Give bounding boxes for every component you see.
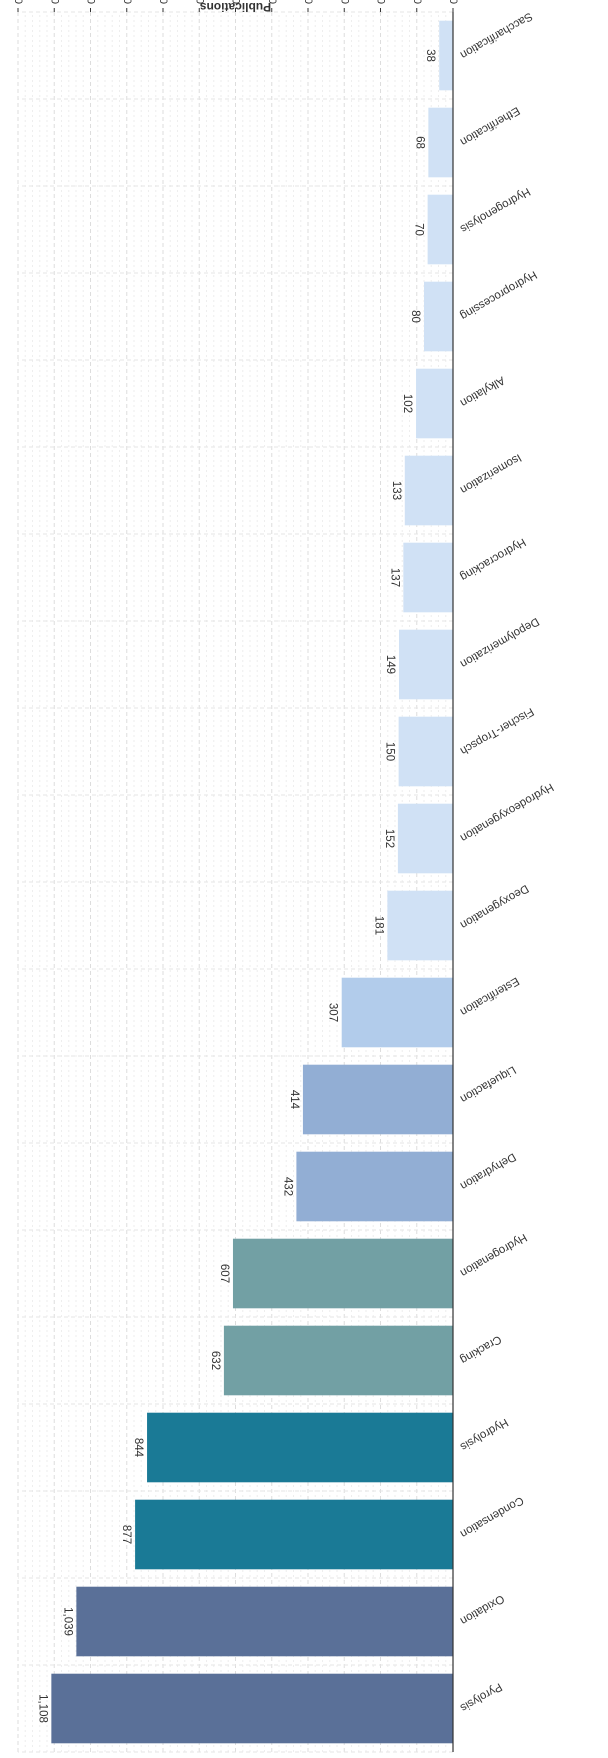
value-label: 877 [120, 1525, 132, 1544]
value-label: 38 [424, 49, 436, 62]
category-label: Condensation [458, 1494, 525, 1540]
value-label: 414 [288, 1090, 300, 1110]
value-label: 102 [401, 394, 413, 413]
category-label: Oxidation [458, 1592, 506, 1627]
bar [398, 716, 453, 787]
category-label: Hydrodeoxygenation [458, 781, 555, 844]
value-label: 432 [281, 1177, 293, 1196]
category-label: Hydrocracking [458, 536, 528, 583]
bar [296, 1151, 453, 1222]
tick-label: 300 [338, 0, 350, 4]
category-label: Isomerization [458, 451, 523, 496]
tick-label: 700 [193, 0, 205, 4]
tick-label: 500 [266, 0, 278, 4]
bar [416, 368, 453, 439]
category-label: Hydrogenolysis [458, 185, 532, 235]
bar [302, 1064, 453, 1135]
tick-label: 200 [375, 0, 387, 4]
bar [398, 629, 453, 700]
value-label: 149 [384, 655, 396, 674]
bar [403, 542, 453, 613]
tick-label: 0 [447, 0, 459, 4]
category-labels: Pyrolysis Oxidation Condensation Hydrolysis… [458, 10, 556, 1714]
value-label: 137 [388, 568, 400, 587]
tick-label: 600 [230, 0, 242, 4]
category-label: Liquefaction [458, 1063, 518, 1104]
bar [427, 194, 453, 265]
category-label: Hydrogenation [458, 1231, 529, 1279]
category-label: Cracking [458, 1333, 503, 1366]
category-label: Alkylation [458, 374, 507, 409]
value-label: 133 [390, 481, 402, 500]
value-labels: 1,108 1,039 877 844 632 607 432 414 307 181 152 150… [36, 49, 436, 1723]
value-label: 307 [327, 1003, 339, 1022]
category-label: Saccharification [458, 10, 534, 61]
category-label: Deoxygenation [458, 882, 530, 931]
value-label: 181 [372, 916, 384, 935]
value-label: 1,039 [61, 1607, 73, 1636]
tick-label: 400 [302, 0, 314, 4]
bar [341, 977, 453, 1048]
bar [135, 1499, 453, 1570]
value-label: 632 [209, 1351, 221, 1370]
category-label: Depolymerization [458, 615, 541, 670]
category-label: Etherification [458, 104, 522, 148]
gridlines [17, 11, 454, 1753]
bar [439, 20, 453, 91]
value-label: 80 [409, 310, 421, 323]
value-label: 844 [132, 1438, 144, 1458]
value-label: 150 [384, 742, 396, 761]
category-label: Fischer-Tropsch [458, 705, 536, 757]
category-label: Hydrolysis [458, 1416, 510, 1453]
tick-label: 1,000 [85, 0, 97, 4]
bar [147, 1412, 453, 1483]
tick-label: 1,100 [48, 0, 60, 4]
category-label: Dehydration [458, 1150, 518, 1191]
value-label: 1,108 [36, 1694, 48, 1723]
bar [397, 803, 453, 874]
tick-label: 900 [121, 0, 133, 4]
tick-label: 800 [157, 0, 169, 4]
tick-label: 100 [411, 0, 423, 4]
y-axis-ticks: 0 100 200 300 400 500 600 700 800 900 1,000 1,100 1,… [12, 0, 459, 12]
bar [387, 890, 453, 961]
bar [404, 455, 453, 526]
category-label: Pyrolysis [458, 1680, 504, 1714]
value-label: 70 [413, 223, 425, 236]
value-label: 152 [383, 829, 395, 848]
bar [428, 107, 453, 178]
category-label: Esterification [458, 974, 521, 1017]
bar [76, 1586, 453, 1657]
tick-label: 1,200 [12, 0, 24, 4]
value-label: 68 [413, 136, 425, 149]
value-label: 607 [218, 1264, 230, 1283]
bar [51, 1673, 453, 1744]
bars [51, 20, 453, 1744]
category-label: Hydroprocessing [458, 268, 539, 322]
bar [223, 1325, 453, 1396]
bar [232, 1238, 453, 1309]
bar [424, 281, 453, 352]
y-axis-title: Publications [200, 0, 272, 14]
